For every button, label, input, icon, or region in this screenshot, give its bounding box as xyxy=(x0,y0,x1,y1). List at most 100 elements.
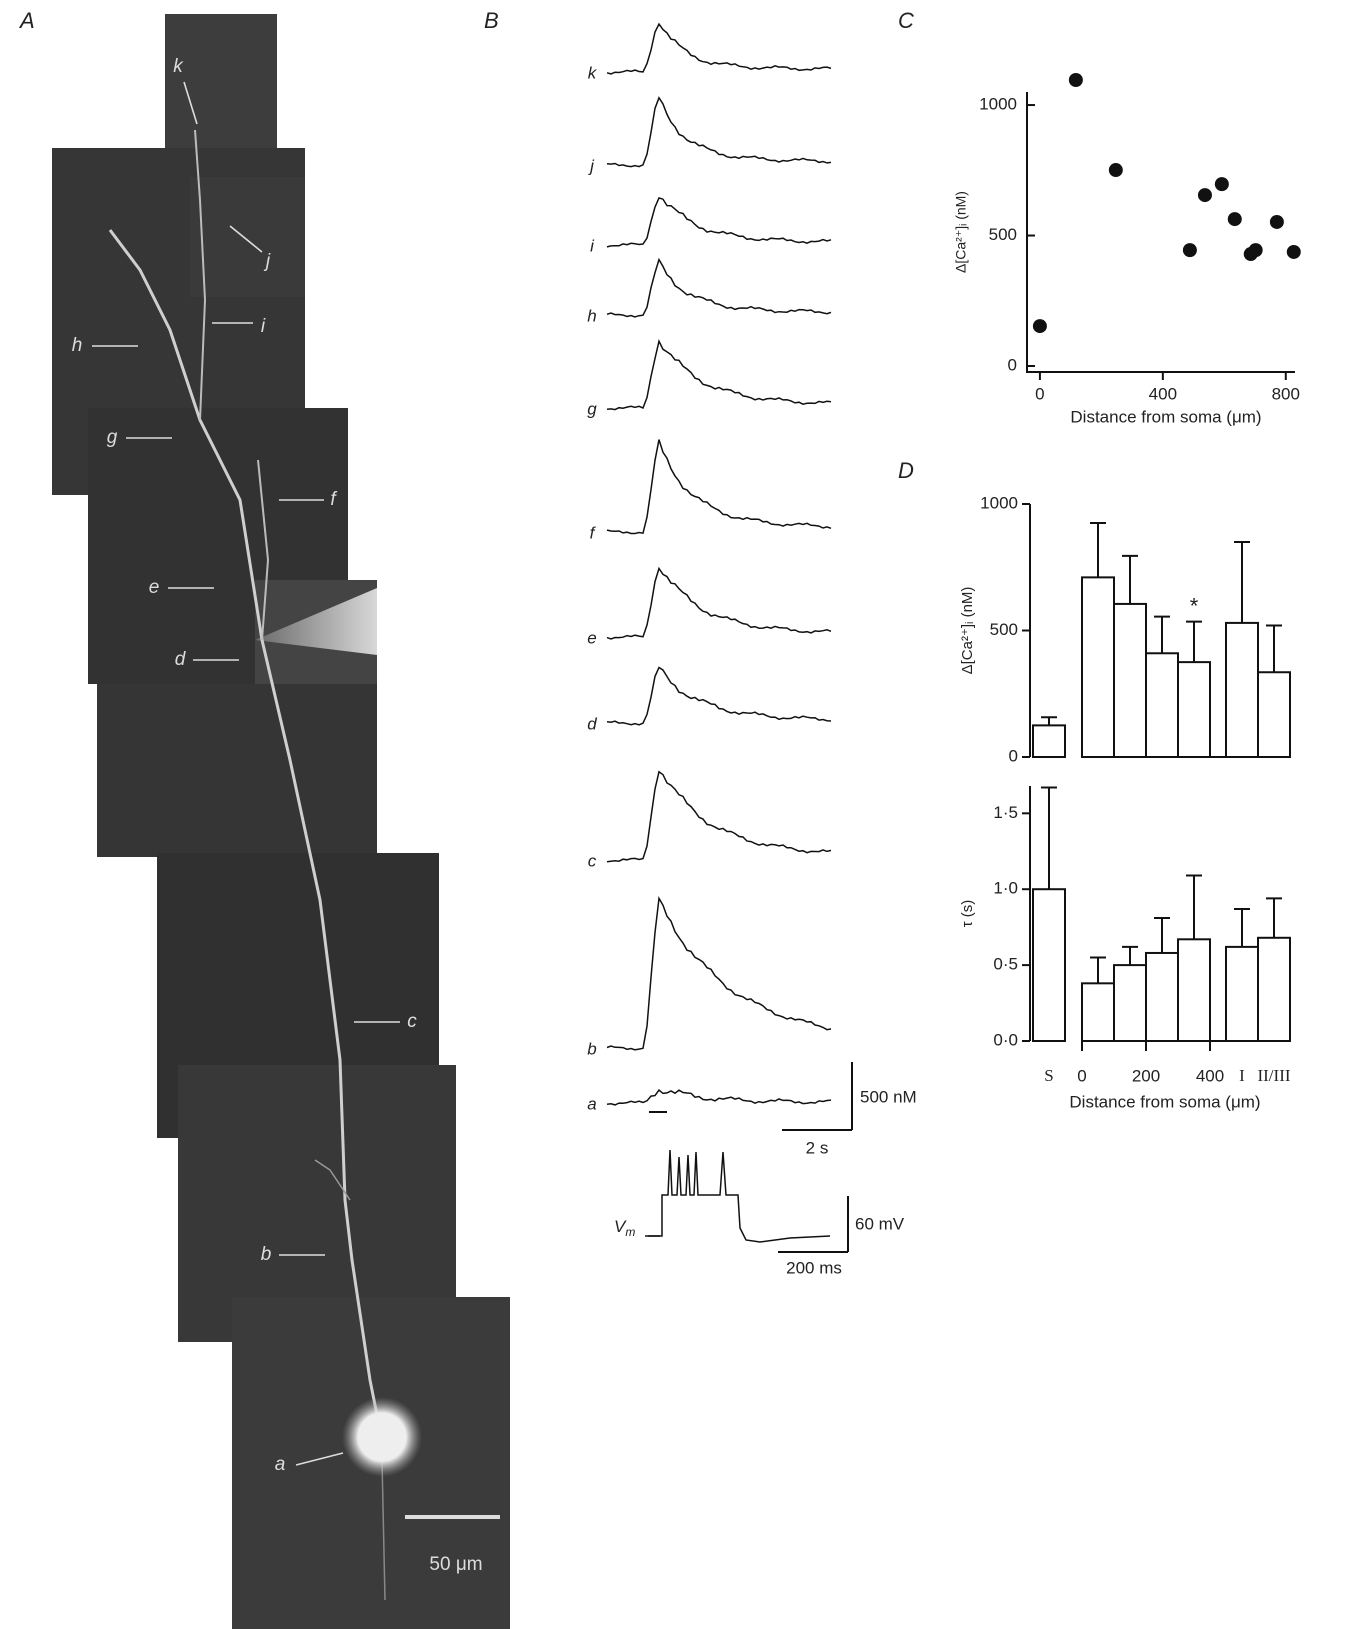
bar xyxy=(1257,936,1291,1042)
bar xyxy=(1177,938,1211,1043)
error-bar xyxy=(1234,907,1250,947)
trace-label: j xyxy=(588,156,595,175)
y-tick-label: 1·0 xyxy=(993,879,1018,898)
trace-label: c xyxy=(588,851,597,870)
y-tick-label: 1·5 xyxy=(993,803,1018,822)
calcium-trace xyxy=(606,1089,832,1106)
image-label: k xyxy=(173,56,184,77)
error-bar xyxy=(1122,945,1138,966)
axis xyxy=(1026,92,1295,373)
x-tick-label: 800 xyxy=(1272,384,1300,403)
error-bar xyxy=(1090,521,1106,578)
y-tick-label: 0 xyxy=(1009,746,1018,765)
trace-label: i xyxy=(590,236,595,255)
image-label: j xyxy=(263,251,271,272)
calcium-trace xyxy=(606,196,832,248)
bar xyxy=(1081,576,1115,758)
bar xyxy=(1145,951,1179,1043)
voltage-scale-time: 200 ms xyxy=(786,1258,842,1277)
point xyxy=(1032,319,1047,334)
trace-scale-amplitude: 500 nM xyxy=(860,1087,917,1106)
y-tick-label: 1000 xyxy=(980,493,1018,512)
trace-label: d xyxy=(587,714,597,733)
calcium-trace xyxy=(606,439,832,535)
voltage-scale-amplitude: 60 mV xyxy=(855,1214,905,1233)
y-tick-label: 1000 xyxy=(979,95,1017,114)
bar xyxy=(1145,652,1179,759)
annotation: * xyxy=(1190,593,1199,618)
trace-label: e xyxy=(587,628,596,647)
point xyxy=(1227,212,1242,227)
bar xyxy=(1032,888,1066,1043)
error-bar xyxy=(1154,917,1170,953)
voltage-label: Vm xyxy=(614,1217,635,1239)
y-axis-title: τ (s) xyxy=(959,900,976,928)
point xyxy=(1197,188,1212,203)
calcium-trace xyxy=(606,22,832,75)
calcium-trace xyxy=(606,96,832,168)
x-tick-label: 400 xyxy=(1196,1066,1224,1085)
y-tick-label: 0 xyxy=(1008,355,1017,374)
image-label: g xyxy=(107,427,118,448)
bar xyxy=(1177,661,1211,758)
error-bar xyxy=(1041,786,1057,890)
scale-bars xyxy=(649,1062,853,1253)
y-tick-label: 500 xyxy=(989,225,1017,244)
image-label: a xyxy=(275,1454,286,1475)
error-bar xyxy=(1234,540,1250,623)
x-axis-title: Distance from soma (μm) xyxy=(1070,407,1261,426)
image-label: e xyxy=(149,577,160,598)
error-bar xyxy=(1090,956,1106,984)
error-bar xyxy=(1122,554,1138,604)
calcium-trace xyxy=(606,338,832,411)
bar xyxy=(1225,945,1259,1043)
x-axis-title: Distance from soma (μm) xyxy=(1069,1092,1260,1111)
bar xyxy=(1225,621,1259,758)
y-tick-label: 500 xyxy=(990,620,1018,639)
calcium-trace xyxy=(606,257,832,318)
calcium-trace xyxy=(606,895,832,1051)
calcium-trace xyxy=(606,666,832,726)
trace-label: a xyxy=(587,1094,596,1113)
panel-label: B xyxy=(484,8,499,33)
trace-label: f xyxy=(590,523,597,542)
image-label: h xyxy=(72,335,83,356)
point xyxy=(1248,243,1263,258)
x-tick-label: S xyxy=(1044,1066,1053,1085)
x-tick-label: 200 xyxy=(1132,1066,1160,1085)
x-tick-label: I xyxy=(1239,1066,1245,1085)
image-label: f xyxy=(330,489,337,510)
trace-label: k xyxy=(588,63,598,82)
y-tick-label: 0·0 xyxy=(993,1030,1018,1049)
x-tick-label: II/III xyxy=(1257,1066,1290,1085)
error-bar xyxy=(1041,716,1057,726)
vm-trace xyxy=(645,1149,831,1243)
image-label: b xyxy=(261,1244,272,1265)
error-bar xyxy=(1154,615,1170,654)
point xyxy=(1068,72,1083,87)
error-bar xyxy=(1266,624,1282,673)
calcium-trace xyxy=(606,566,832,640)
trace-label: h xyxy=(587,306,596,325)
y-axis-title: Δ[Ca²⁺]ᵢ (nM) xyxy=(953,191,969,273)
panel-label: D xyxy=(898,458,914,483)
trace-label: g xyxy=(587,399,597,418)
x-tick-label: 400 xyxy=(1149,384,1177,403)
y-axis-title: Δ[Ca²⁺]ᵢ (nM) xyxy=(959,587,976,675)
calcium-trace xyxy=(606,770,832,863)
error-bar xyxy=(1186,620,1202,663)
bar xyxy=(1081,982,1115,1042)
error-bar xyxy=(1266,897,1282,938)
error-bar xyxy=(1186,874,1202,940)
micrograph xyxy=(52,14,510,1629)
x-tick-label: 0 xyxy=(1035,384,1044,403)
panel-label: C xyxy=(898,8,914,33)
bar xyxy=(1113,964,1147,1042)
point xyxy=(1269,214,1284,229)
y-tick-label: 0·5 xyxy=(993,955,1018,974)
image-label: i xyxy=(261,316,266,337)
bar xyxy=(1257,671,1291,758)
point xyxy=(1286,244,1301,259)
point xyxy=(1182,243,1197,258)
